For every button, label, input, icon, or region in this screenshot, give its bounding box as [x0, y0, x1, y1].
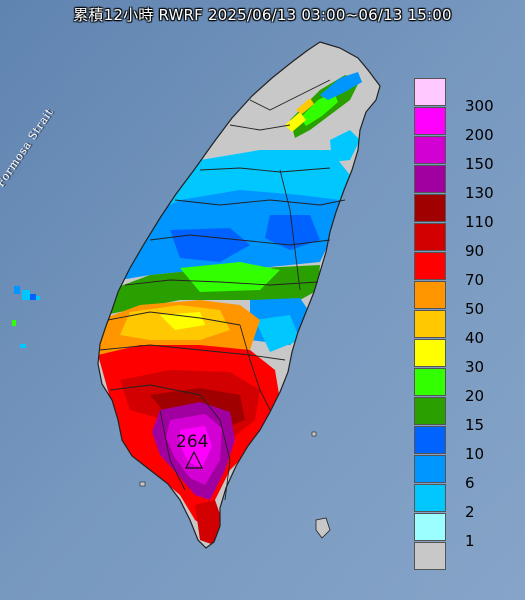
legend-swatch: [414, 484, 446, 512]
legend-label: 2: [465, 503, 475, 521]
color-legend: 300 200 150 130 110 90 70 50 40 30 20 15 10 6 2 1: [412, 78, 518, 572]
legend-label: 90: [465, 242, 485, 260]
legend-label: 6: [465, 474, 475, 492]
legend-swatch: [414, 136, 446, 164]
map-title: 累積12小時 RWRF 2025/06/13 03:00~06/13 15:00: [73, 6, 452, 24]
county-boundaries: [99, 79, 346, 501]
legend-swatch: [414, 513, 446, 541]
legend-swatch: [414, 194, 446, 222]
legend-label: 40: [465, 329, 485, 347]
legend-swatch: [414, 252, 446, 280]
legend-swatch: [414, 542, 446, 570]
legend-swatch: [414, 310, 446, 338]
legend-label: 15: [465, 416, 485, 434]
legend-swatch: [414, 281, 446, 309]
legend-label: 110: [465, 213, 494, 231]
legend-swatch: [414, 368, 446, 396]
legend-swatch: [414, 165, 446, 193]
legend-label: 150: [465, 155, 494, 173]
legend-swatch: [414, 339, 446, 367]
legend-label: 1: [465, 532, 475, 550]
penghu-islands: [12, 286, 40, 348]
legend-swatch: [414, 78, 446, 106]
legend-label: 200: [465, 126, 494, 144]
peak-value-label: 264: [176, 432, 209, 452]
legend-label: 70: [465, 271, 485, 289]
legend-label: 10: [465, 445, 485, 463]
triangle-marker: [185, 450, 203, 469]
legend-label: 30: [465, 358, 485, 376]
legend-label: 50: [465, 300, 485, 318]
east-islands: [139, 431, 331, 539]
legend-label: 300: [465, 97, 494, 115]
legend-swatch: [414, 426, 446, 454]
legend-swatch: [414, 107, 446, 135]
legend-label: 20: [465, 387, 485, 405]
legend-swatch: [414, 223, 446, 251]
legend-label: 130: [465, 184, 494, 202]
legend-swatch: [414, 455, 446, 483]
legend-swatch: [414, 397, 446, 425]
